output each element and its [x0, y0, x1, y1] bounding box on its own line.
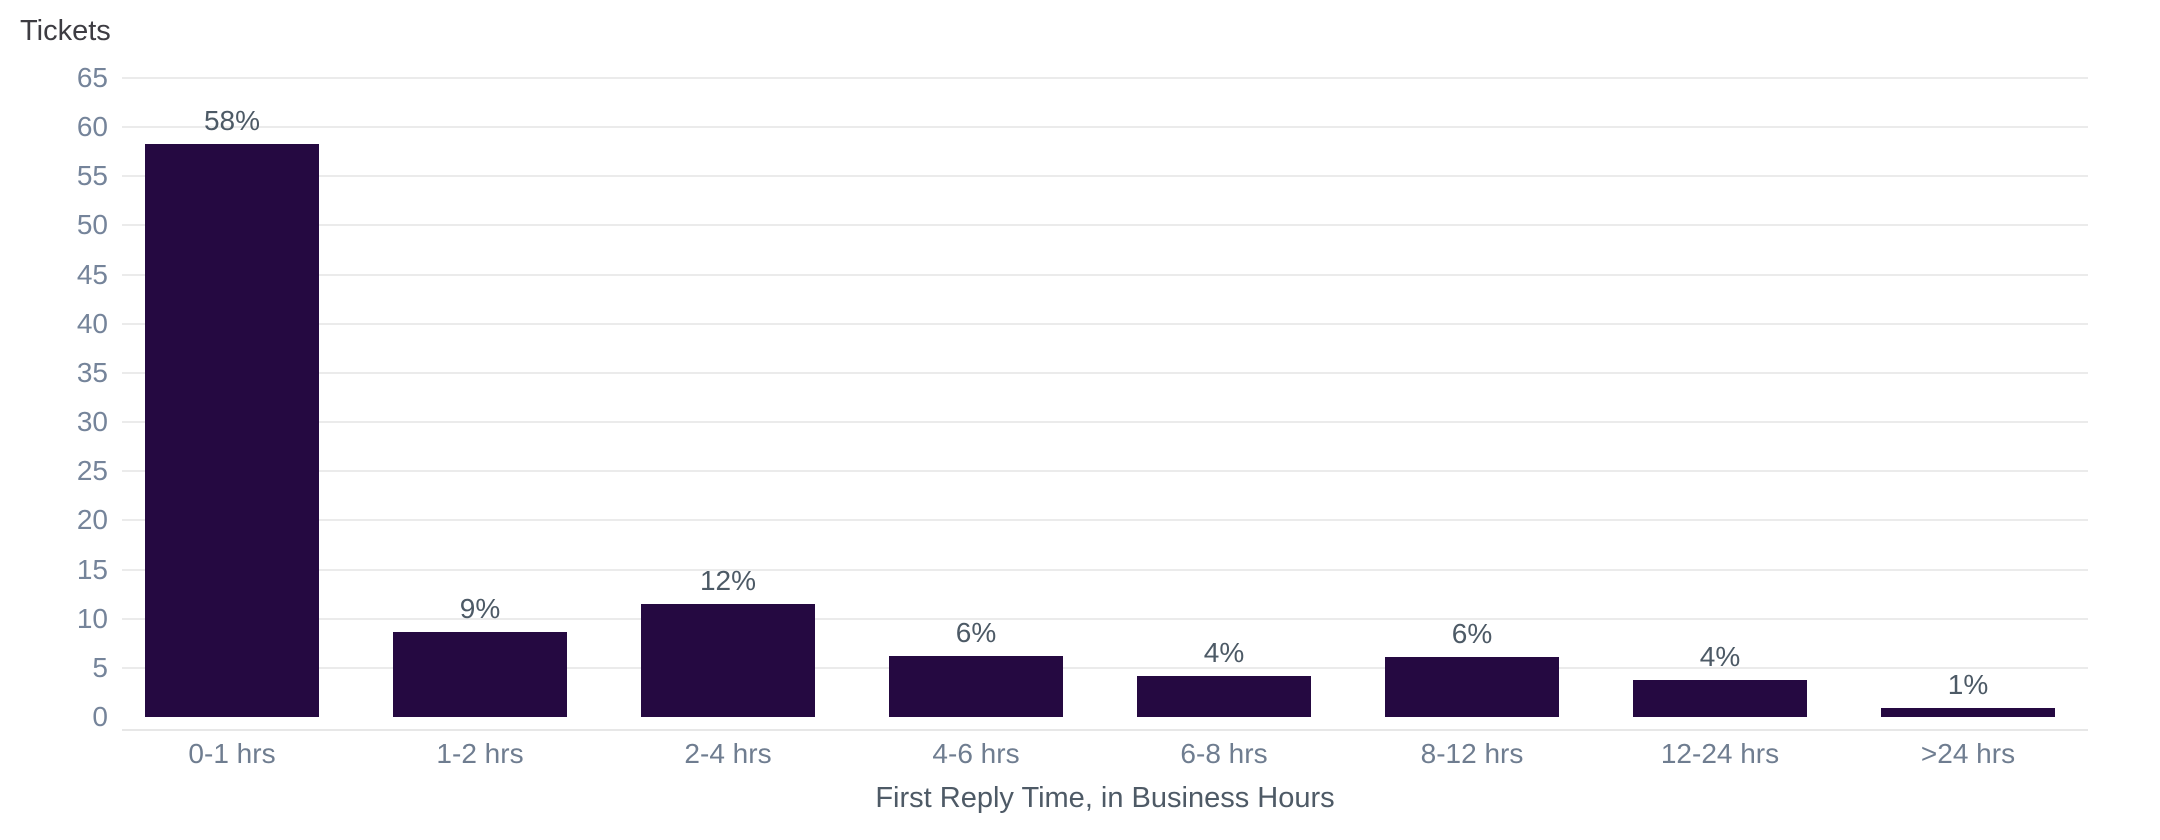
bar[interactable]: [1137, 675, 1311, 717]
bar-value-label: 12%: [699, 564, 757, 596]
bar-value-label: 9%: [459, 593, 501, 625]
y-tick-label: 20: [76, 504, 108, 536]
x-tick-label: 1-2 hrs: [436, 738, 524, 769]
y-tick-label: 45: [76, 258, 108, 290]
bar[interactable]: [1385, 657, 1559, 717]
y-tick-label: 55: [76, 160, 108, 192]
y-tick-label: 65: [76, 62, 108, 93]
gridline: [122, 666, 2088, 669]
y-tick-label: 35: [76, 356, 108, 388]
y-tick-label: 0: [92, 701, 108, 732]
y-tick-label: 40: [76, 307, 108, 339]
x-tick-label: >24 hrs: [1920, 738, 2016, 769]
y-tick-label: 15: [76, 553, 108, 585]
gridline: [122, 519, 2088, 522]
bar-value-label: 6%: [1451, 618, 1493, 650]
bar[interactable]: [393, 632, 567, 717]
x-axis-title: First Reply Time, in Business Hours: [875, 782, 1335, 814]
y-tick-label: 50: [76, 209, 108, 241]
gridline: [122, 421, 2088, 424]
y-tick-label: 30: [76, 406, 108, 438]
bar[interactable]: [145, 143, 319, 717]
y-tick-label: 60: [76, 111, 108, 143]
x-tick-label: 2-4 hrs: [684, 738, 772, 769]
bar[interactable]: [1881, 708, 2055, 717]
gridline: [122, 322, 2088, 325]
bar[interactable]: [1633, 679, 1807, 717]
gridline: [122, 371, 2088, 374]
bar-value-label: 1%: [1947, 669, 1989, 701]
y-tick-label: 5: [92, 651, 108, 683]
y-tick-label: 25: [76, 455, 108, 487]
gridline: [122, 126, 2088, 129]
gridline: [122, 273, 2088, 276]
x-tick-label: 4-6 hrs: [932, 738, 1020, 769]
y-tick-label: 10: [76, 602, 108, 634]
bar[interactable]: [889, 656, 1063, 717]
x-tick-label: 12-24 hrs: [1660, 738, 1780, 769]
x-axis-line: [122, 729, 2088, 731]
gridline: [122, 224, 2088, 227]
bar-value-label: 6%: [955, 617, 997, 649]
gridline: [122, 568, 2088, 571]
gridline: [122, 175, 2088, 178]
x-tick-label: 8-12 hrs: [1420, 738, 1524, 769]
bar-value-label: 4%: [1203, 636, 1245, 668]
x-tick-label: 6-8 hrs: [1180, 738, 1268, 769]
x-tick-label: 0-1 hrs: [188, 738, 276, 769]
bar-value-label: 58%: [203, 104, 261, 136]
gridline: [122, 617, 2088, 620]
bar[interactable]: [641, 603, 815, 717]
y-axis-title: Tickets: [20, 15, 111, 47]
gridline: [122, 77, 2088, 79]
gridline: [122, 470, 2088, 473]
bar-value-label: 4%: [1699, 640, 1741, 672]
